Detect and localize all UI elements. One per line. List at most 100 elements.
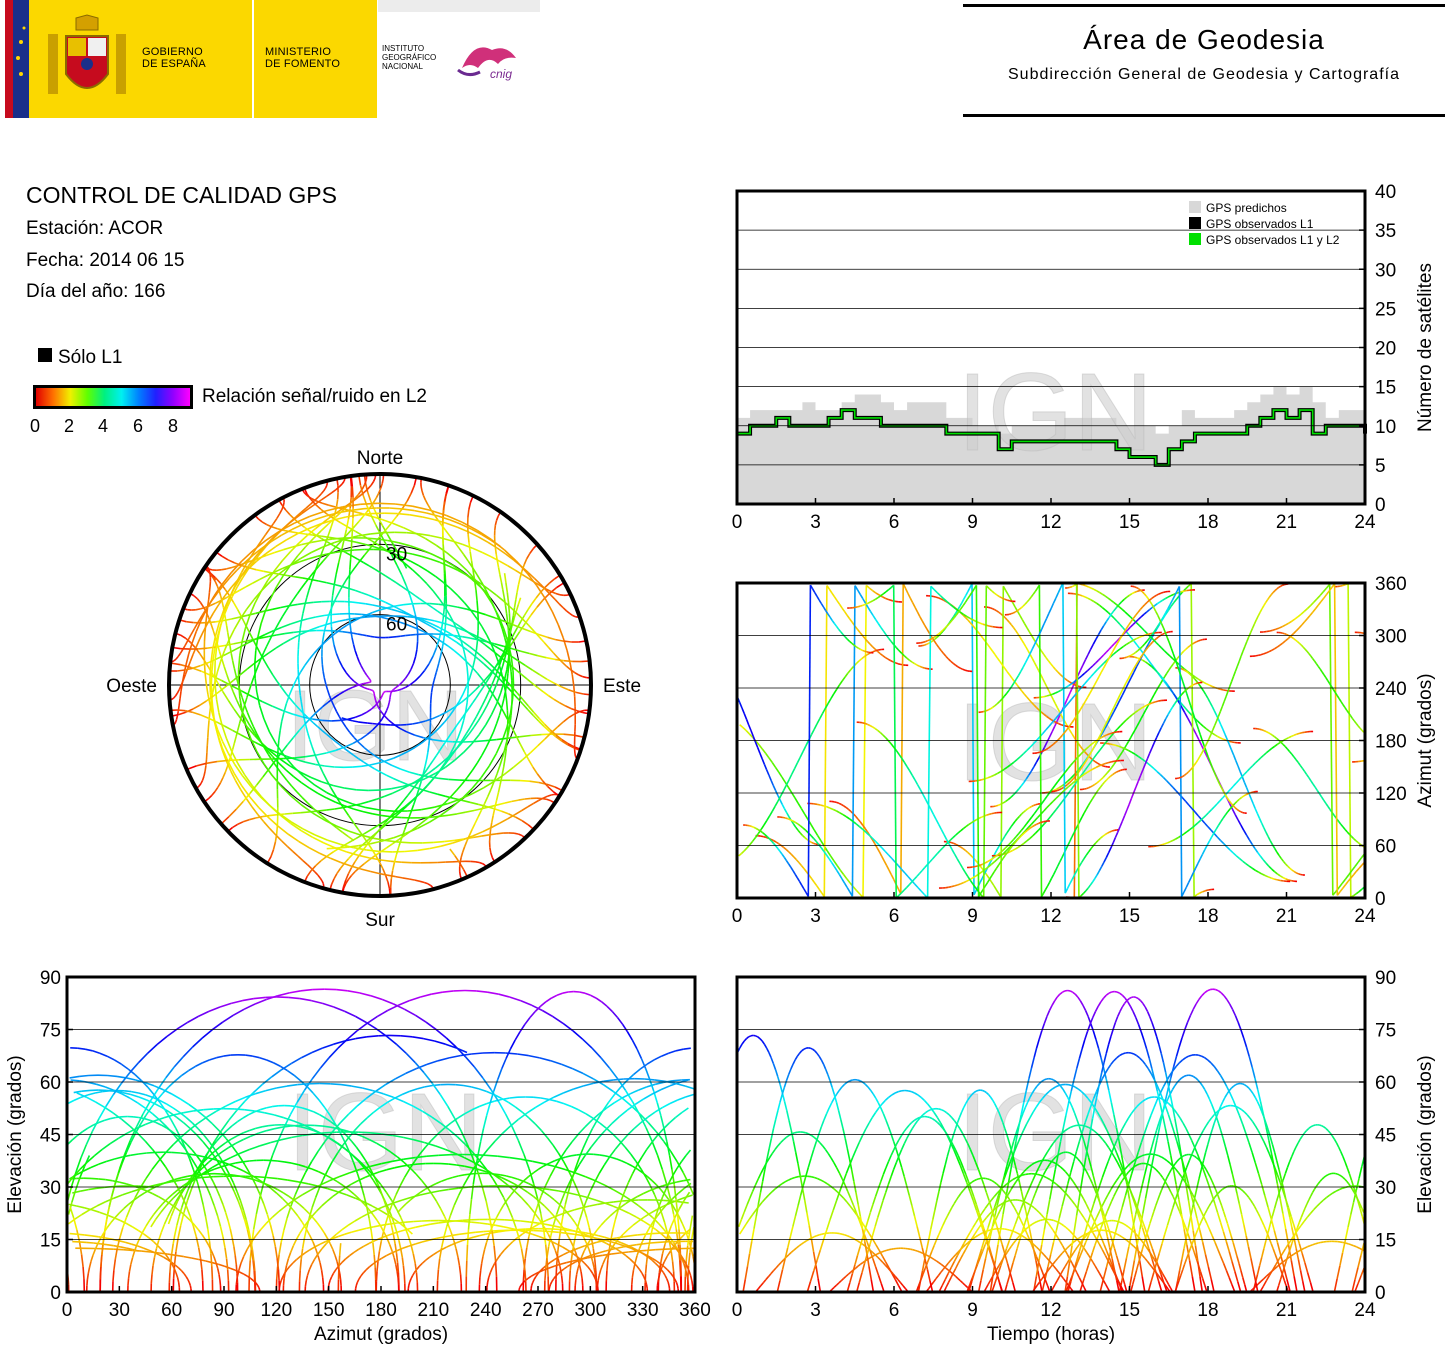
azimuth-track [1341,878,1347,884]
azimuth-track [1135,611,1139,616]
y-tick-label: 0 [1375,495,1386,516]
skyplot-track [221,725,228,739]
azimuth-track [1025,646,1029,651]
azimuth-track [959,611,964,615]
azimuth-track [1306,604,1312,610]
azimuth-track [1144,601,1148,605]
skyplot-track [278,615,284,623]
skyplot-track [515,592,518,601]
azimuth-track [990,881,995,886]
elevation-azimuth-track [563,1102,572,1108]
skyplot-track [430,688,433,693]
azimuth-track [1219,706,1224,712]
skyplot-track [281,623,291,628]
skyplot-track [545,588,552,593]
azimuth-track [788,773,793,781]
skyplot-track [240,789,247,799]
skyplot-track [430,558,441,564]
skyplot-track [298,723,306,732]
azimuth-track [926,628,931,634]
elevation-azimuth-track [540,1097,549,1101]
skyplot-track [379,483,383,489]
skyplot-track [206,760,218,765]
azimuth-track [1284,746,1289,750]
azimuth-track [759,752,763,760]
skyplot-track [442,544,445,554]
azimuth-track [1154,603,1158,607]
skyplot-track [308,581,313,591]
azimuth-track [1325,590,1330,596]
azimuth-track [882,630,887,636]
skyplot-track [271,774,282,787]
azimuth-track [1012,626,1017,631]
azimuth-track [1158,644,1163,649]
skyplot-track [391,608,398,612]
skyplot-track [561,686,570,691]
skyplot-track [275,825,279,835]
skyplot-track [538,717,546,725]
skyplot-track [301,630,309,633]
skyplot-track [325,506,344,512]
azimuth-track [1134,586,1137,589]
skyplot-track [373,837,387,842]
skyplot-track [362,839,370,845]
skyplot-track [354,548,365,551]
azimuth-track [1045,613,1050,620]
azimuth-track [1155,732,1160,738]
y-tick-label: 10 [1375,417,1396,438]
azimuth-track [1145,661,1149,665]
skyplot-track [327,528,332,537]
azimuth-track [934,852,939,857]
azimuth-track [1194,676,1199,680]
azimuth-track [1157,683,1162,688]
skyplot-track [549,729,557,736]
azimuth-track [1224,733,1228,740]
skyplot-track [458,547,465,555]
skyplot-track [529,548,534,554]
azimuth-track [930,808,935,815]
azimuth-track [1156,601,1161,605]
azimuth-track [781,804,786,810]
elevation-azimuth-track [266,1176,278,1180]
azimuth-track [1121,598,1125,603]
azimuth-track [986,813,990,816]
azimuth-track [765,769,770,776]
azimuth-track [919,616,923,622]
azimuth-track [937,824,943,830]
skyplot-track [466,769,474,778]
azimuth-track [1046,694,1051,697]
skyplot-track [244,716,251,726]
skyplot-track [367,722,373,725]
skyplot-track [406,731,416,736]
skyplot-track [236,609,243,618]
azimuth-track [1302,646,1306,650]
skyplot-track [476,755,483,764]
azimuth-track [833,860,838,866]
skyplot-track [245,582,254,588]
skyplot-track [548,695,555,701]
skyplot-track [515,612,524,620]
skyplot-track [308,847,321,855]
legend-label: GPS observados L1 y L2 [1206,233,1340,247]
skyplot-track [516,697,523,705]
skyplot-track [492,694,499,704]
skyplot-track [481,834,490,837]
skyplot-track [398,542,411,547]
azimuth-track [1084,653,1089,660]
skyplot-track [395,875,403,879]
skyplot-track [341,831,349,838]
skyplot-track [494,645,504,652]
skyplot-track [519,743,526,753]
skyplot-track [438,657,441,664]
colorbar-label: Relación señal/ruido en L2 [202,386,427,407]
azimuth-track [1008,621,1012,626]
skyplot-track [489,804,498,808]
skyplot-track [426,621,434,626]
skyplot-track [390,815,397,822]
azimuth-track [1092,639,1097,645]
elevation-azimuth-track [346,1194,356,1199]
azimuth-track [1054,789,1058,792]
azimuth-track [1164,714,1169,720]
azimuth-track [1174,590,1178,596]
azimuth-track [1032,832,1037,837]
